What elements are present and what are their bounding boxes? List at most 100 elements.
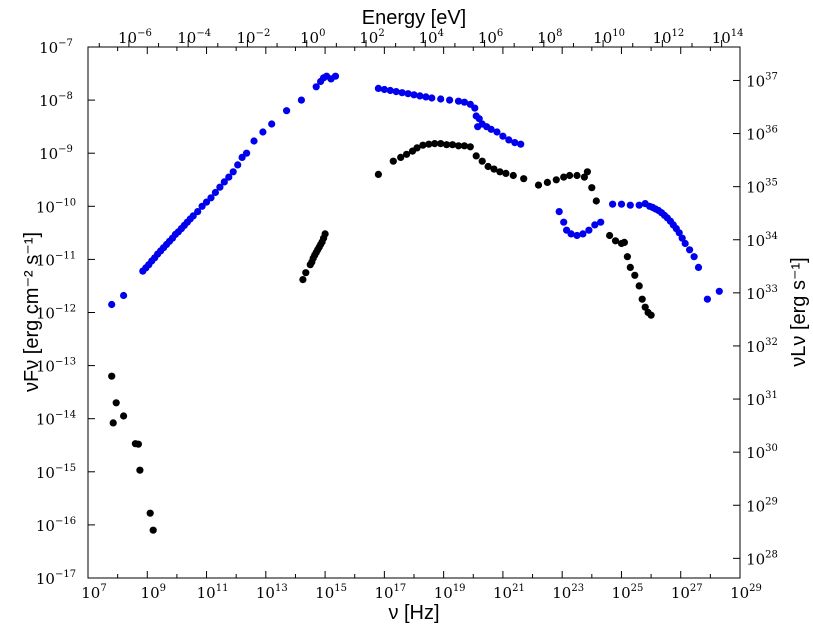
data-point xyxy=(283,107,291,115)
x-tick-label: 107 xyxy=(81,583,106,602)
top-axis-label: Energy [eV] xyxy=(362,7,467,29)
x-tick-label: 109 xyxy=(141,583,166,602)
data-point xyxy=(567,230,575,238)
data-point xyxy=(478,157,486,165)
data-point xyxy=(229,168,237,176)
data-point xyxy=(579,230,587,238)
data-point xyxy=(234,161,242,169)
data-point xyxy=(585,226,593,234)
data-point xyxy=(446,96,454,104)
data-point xyxy=(647,311,655,319)
data-point xyxy=(380,85,388,94)
data-point xyxy=(583,168,592,176)
top-x-tick-label: 10−2 xyxy=(237,28,271,47)
data-point xyxy=(509,171,517,180)
data-point xyxy=(419,141,427,149)
data-point xyxy=(454,97,463,105)
data-point xyxy=(413,144,421,152)
right-y-tick-label: 1031 xyxy=(746,390,778,409)
data-point xyxy=(588,184,596,192)
data-point xyxy=(448,141,457,149)
right-y-tick-label: 1037 xyxy=(746,71,778,90)
data-point xyxy=(626,263,634,271)
data-point xyxy=(403,150,411,158)
data-point xyxy=(609,200,617,208)
data-point xyxy=(675,229,683,237)
right-y-tick-label: 1035 xyxy=(746,178,778,197)
data-point xyxy=(715,287,723,295)
y-tick-label: 10−17 xyxy=(36,569,76,588)
data-point xyxy=(109,419,117,427)
data-point xyxy=(484,162,492,171)
data-point xyxy=(620,238,629,246)
data-point xyxy=(487,125,495,133)
y-tick-label: 10−13 xyxy=(36,357,76,376)
y-tick-label: 10−9 xyxy=(39,144,73,163)
data-point xyxy=(259,128,267,136)
data-point xyxy=(686,246,694,254)
data-point xyxy=(552,176,560,184)
data-point xyxy=(641,303,649,311)
data-point xyxy=(560,218,568,226)
data-point xyxy=(638,295,646,303)
x-tick-label: 1017 xyxy=(374,583,406,602)
data-point xyxy=(225,173,233,181)
data-point xyxy=(454,142,463,150)
plot-frame xyxy=(87,46,741,579)
right-y-tick-label: 1030 xyxy=(746,443,778,462)
data-point xyxy=(555,208,563,216)
y-tick-label: 10−8 xyxy=(39,91,73,110)
data-point xyxy=(592,197,600,205)
data-point xyxy=(416,92,424,100)
top-x-tick-label: 1012 xyxy=(652,28,684,47)
data-point xyxy=(534,181,543,189)
data-point xyxy=(207,194,215,202)
data-point xyxy=(120,291,128,300)
top-x-tick-label: 106 xyxy=(478,28,503,47)
data-point xyxy=(389,157,397,165)
right-y-tick-label: 1036 xyxy=(746,125,778,144)
data-point xyxy=(635,282,643,290)
y-tick-label: 10−11 xyxy=(36,250,76,269)
data-point xyxy=(392,88,400,96)
data-point xyxy=(490,165,498,173)
data-point xyxy=(422,93,430,101)
top-x-tick-label: 1014 xyxy=(712,28,744,47)
top-x-tick-label: 108 xyxy=(537,28,562,47)
data-point xyxy=(611,237,620,245)
data-point xyxy=(573,171,581,180)
data-point xyxy=(631,271,639,279)
right-y-tick-label: 1034 xyxy=(746,231,778,250)
data-point xyxy=(437,140,445,148)
top-x-tick-label: 1010 xyxy=(593,28,625,47)
x-tick-label: 1025 xyxy=(612,583,644,602)
data-point xyxy=(404,90,412,98)
data-point xyxy=(511,139,519,147)
y-tick-label: 10−7 xyxy=(39,38,73,57)
x-tick-label: 1011 xyxy=(197,583,229,602)
data-point xyxy=(493,128,501,136)
data-points xyxy=(108,72,723,534)
x-tick-label: 1013 xyxy=(256,583,288,602)
x-tick-label: 1027 xyxy=(671,583,703,602)
tick-marks xyxy=(87,40,741,579)
data-point xyxy=(690,253,698,261)
data-point xyxy=(146,509,154,517)
y-tick-label: 10−16 xyxy=(36,516,76,535)
right-y-axis-label: νLν [erg s⁻¹] xyxy=(788,257,810,366)
data-point xyxy=(202,198,211,206)
data-point xyxy=(250,137,258,145)
data-point xyxy=(425,140,433,148)
data-point xyxy=(703,295,712,303)
data-point xyxy=(443,141,451,149)
data-point xyxy=(431,140,439,148)
data-point xyxy=(149,526,157,534)
data-point xyxy=(496,168,504,176)
data-point xyxy=(466,143,474,151)
y-tick-label: 10−14 xyxy=(36,410,76,429)
top-x-tick-label: 104 xyxy=(419,28,444,47)
data-point xyxy=(374,170,382,178)
data-point xyxy=(386,86,394,95)
x-tick-label: 1023 xyxy=(552,583,584,602)
data-point xyxy=(617,200,626,208)
